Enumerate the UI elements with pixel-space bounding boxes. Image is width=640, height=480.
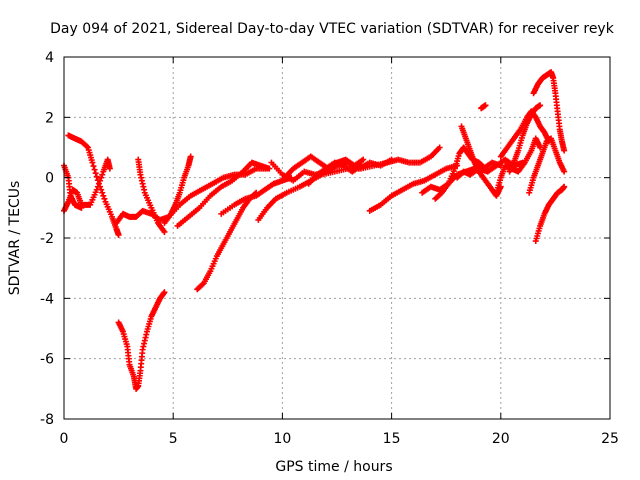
point-marker [100, 192, 107, 199]
chart-title: Day 094 of 2021, Sidereal Day-to-day VTE… [50, 21, 615, 37]
y-tick-label: -6 [40, 352, 54, 368]
point-marker [482, 102, 489, 109]
series-trace-m [281, 153, 367, 181]
point-marker [94, 177, 101, 184]
point-marker [561, 168, 568, 175]
series-trace-w [530, 69, 568, 154]
y-tick-label: -8 [40, 412, 54, 428]
x-tick-label: 10 [273, 431, 291, 447]
y-tick-label: 4 [45, 50, 54, 66]
point-marker [99, 171, 106, 178]
point-marker [91, 166, 98, 173]
y-tick-label: -4 [40, 291, 54, 307]
point-marker [360, 156, 367, 163]
x-tick-label: 5 [169, 431, 178, 447]
series-trace-s [458, 123, 504, 199]
point-marker [388, 156, 395, 163]
grid-lines [64, 57, 610, 419]
point-marker [98, 186, 105, 193]
point-marker [101, 195, 108, 202]
point-marker [78, 204, 85, 211]
series-trace-e [135, 156, 168, 235]
point-marker [187, 153, 194, 160]
point-marker [83, 143, 90, 150]
point-marker [561, 183, 568, 190]
y-tick-label: 0 [45, 171, 54, 187]
x-tick-label: 20 [492, 431, 510, 447]
x-axis-label: GPS time / hours [275, 459, 392, 475]
x-tick-label: 0 [60, 431, 69, 447]
point-marker [161, 228, 168, 235]
series-trace-o [366, 162, 461, 214]
point-marker [89, 159, 96, 166]
series-trace-n [305, 159, 365, 187]
series-trace-y [532, 183, 568, 245]
series-trace-z [493, 135, 544, 196]
x-tick-label: 25 [601, 431, 619, 447]
series-trace-f [161, 153, 194, 226]
y-tick-labels: -8 -6 -4 -2 0 2 4 [40, 50, 54, 428]
point-marker [106, 165, 113, 172]
series-trace-x [526, 135, 568, 196]
point-marker [90, 163, 97, 170]
point-marker [92, 170, 99, 177]
data-points [61, 69, 568, 392]
series-trace-i [174, 159, 273, 229]
point-marker [98, 174, 105, 181]
point-marker [97, 183, 104, 190]
series-trace-q [432, 144, 489, 202]
axis-ticks [63, 56, 611, 420]
y-tick-label: -2 [40, 231, 54, 247]
y-tick-label: 2 [45, 110, 54, 126]
point-marker [115, 231, 122, 238]
point-marker [266, 165, 273, 172]
x-tick-label: 15 [383, 431, 401, 447]
point-marker [99, 189, 106, 196]
series-trace-l [268, 156, 395, 184]
point-marker [537, 144, 544, 151]
x-tick-labels: 0 5 10 15 20 25 [60, 431, 619, 447]
point-marker [161, 289, 168, 296]
series-trace-t [478, 102, 489, 112]
point-marker [358, 162, 365, 169]
y-axis-label: SDTVAR / TECUs [7, 181, 23, 296]
series-trace-g [115, 289, 168, 392]
point-marker [561, 147, 568, 154]
point-marker [436, 144, 443, 151]
point-marker [95, 180, 102, 187]
series-trace-c [65, 132, 122, 238]
point-marker [537, 102, 544, 109]
point-marker [93, 173, 100, 180]
point-marker [199, 281, 206, 288]
